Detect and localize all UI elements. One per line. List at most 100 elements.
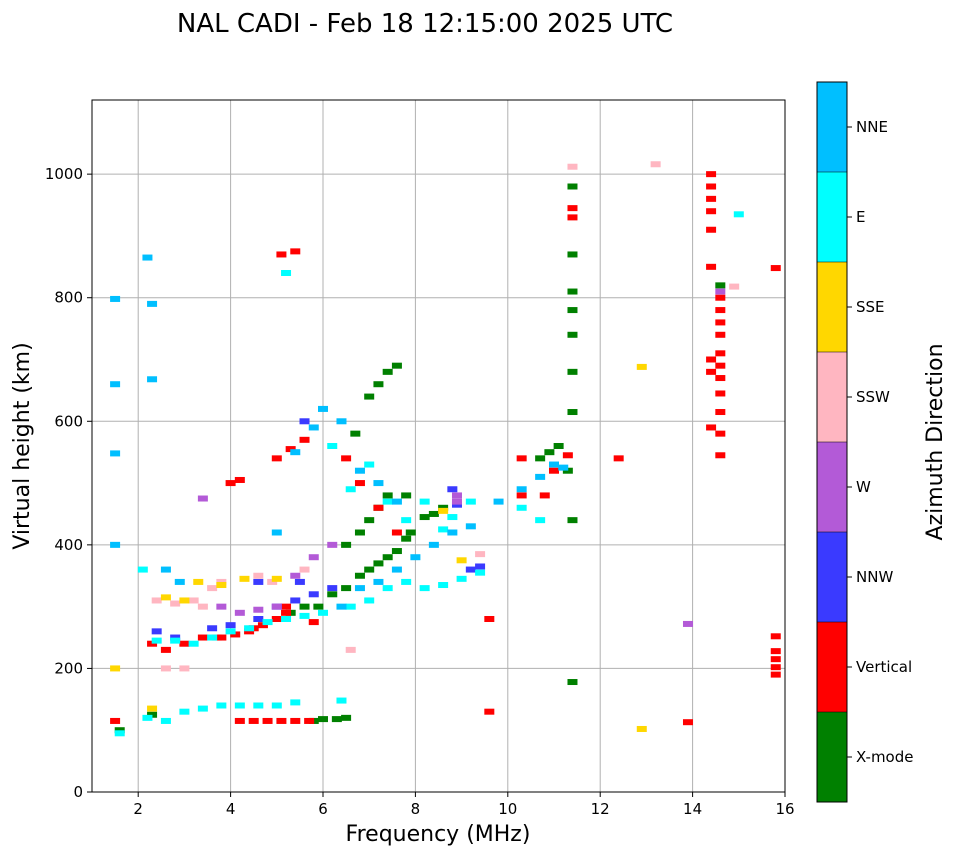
data-point-sse — [193, 578, 204, 585]
data-point-nnw — [225, 622, 236, 629]
data-point-e — [253, 702, 264, 709]
data-point-e — [262, 619, 273, 626]
data-point-vertical — [276, 251, 287, 258]
data-point-nne — [110, 295, 121, 302]
data-point-w — [451, 492, 462, 499]
y-tick-label: 800 — [54, 289, 83, 307]
data-point-vertical — [715, 350, 726, 357]
data-point-nne — [391, 566, 402, 573]
data-point-vertical — [770, 633, 781, 640]
data-point-e — [364, 597, 375, 604]
data-point-x-mode — [327, 591, 338, 598]
data-point-nne — [391, 498, 402, 505]
data-point-vertical — [706, 424, 717, 431]
data-point-x-mode — [318, 716, 328, 723]
data-point-vertical — [715, 409, 726, 416]
data-point-x-mode — [350, 430, 361, 437]
data-point-nnw — [253, 578, 264, 585]
data-point-e — [142, 714, 153, 721]
data-point-nne — [147, 376, 158, 383]
plot-border — [91, 99, 786, 793]
x-tick-label: 2 — [133, 800, 143, 818]
colorbar-label-x-mode: X-mode — [856, 748, 913, 766]
data-point-e — [244, 625, 255, 632]
data-point-e — [179, 708, 190, 715]
colorbar-swatch-w — [817, 442, 847, 532]
chart-title: NAL CADI - Feb 18 12:15:00 2025 UTC — [177, 9, 673, 39]
data-point-e — [216, 702, 227, 709]
colorbar-swatch-nnw — [817, 532, 847, 622]
data-point-e — [475, 569, 486, 576]
data-point-x-mode — [354, 572, 365, 579]
data-point-vertical — [706, 195, 717, 202]
data-point-x-mode — [567, 409, 578, 416]
data-point-e — [281, 270, 292, 276]
data-point-vertical — [234, 476, 245, 483]
data-point-x-mode — [405, 529, 416, 536]
data-point-e — [438, 582, 449, 589]
x-tick-label: 8 — [411, 800, 421, 818]
data-point-ssw — [207, 585, 218, 592]
data-point-nne — [318, 405, 328, 412]
data-point-w — [682, 620, 693, 627]
x-tick-label: 10 — [498, 800, 517, 818]
data-point-e — [419, 585, 430, 592]
data-point-x-mode — [567, 251, 578, 258]
data-point-sse — [216, 582, 227, 589]
data-point-nne — [271, 529, 282, 536]
data-point-vertical — [715, 375, 726, 382]
data-point-x-mode — [373, 560, 384, 567]
data-point-vertical — [341, 455, 352, 462]
data-point-nne — [110, 541, 121, 548]
y-tick-label: 200 — [54, 659, 83, 677]
colorbar-border — [816, 81, 848, 803]
data-point-vertical — [706, 368, 717, 375]
data-point-nnw — [151, 628, 162, 635]
x-tick-label: 6 — [318, 800, 328, 818]
x-tick-label: 16 — [775, 800, 794, 818]
data-point-x-mode — [401, 492, 412, 499]
plot-frame — [92, 100, 785, 792]
data-point-e — [419, 498, 430, 505]
data-point-vertical — [706, 356, 717, 363]
y-axis-ticks: 0 200 400 600 800 1000 — [45, 165, 92, 801]
data-point-nne — [110, 450, 121, 457]
data-point-e — [401, 578, 412, 585]
data-point-sse — [160, 594, 171, 601]
data-point-x-mode — [114, 727, 125, 734]
data-point-ssw — [729, 283, 740, 290]
data-point-nnw — [308, 591, 319, 598]
data-point-x-mode — [567, 331, 578, 338]
data-point-x-mode — [535, 455, 546, 462]
data-point-vertical — [715, 390, 726, 397]
data-point-nne — [336, 603, 347, 610]
data-point-x-mode — [419, 514, 430, 521]
data-point-vertical — [715, 294, 726, 301]
data-point-sse — [147, 705, 158, 712]
data-point-e — [299, 612, 310, 619]
data-point-x-mode — [715, 282, 726, 289]
data-point-vertical — [706, 183, 717, 190]
data-point-x-mode — [567, 307, 578, 314]
data-point-vertical — [706, 226, 717, 233]
data-point-nne — [410, 554, 421, 561]
data-point-x-mode — [313, 603, 324, 610]
data-point-nne — [465, 523, 476, 530]
data-point-vertical — [516, 455, 527, 462]
data-point-x-mode — [567, 183, 578, 190]
data-point-vertical — [770, 664, 781, 671]
data-point-nne — [174, 578, 185, 585]
data-point-vertical — [484, 616, 495, 622]
data-point-sse — [110, 665, 121, 672]
data-point-ssw — [267, 578, 278, 585]
data-point-vertical — [770, 648, 781, 655]
data-point-vertical — [276, 717, 287, 724]
data-point-vertical — [257, 622, 268, 629]
data-point-vertical — [197, 634, 208, 641]
data-point-nne — [290, 449, 301, 456]
data-point-x-mode — [567, 288, 578, 295]
colorbar-swatch-ssw — [817, 352, 847, 442]
data-point-ssw — [197, 603, 208, 610]
data-point-vertical — [706, 208, 717, 215]
data-point-x-mode — [331, 716, 342, 723]
